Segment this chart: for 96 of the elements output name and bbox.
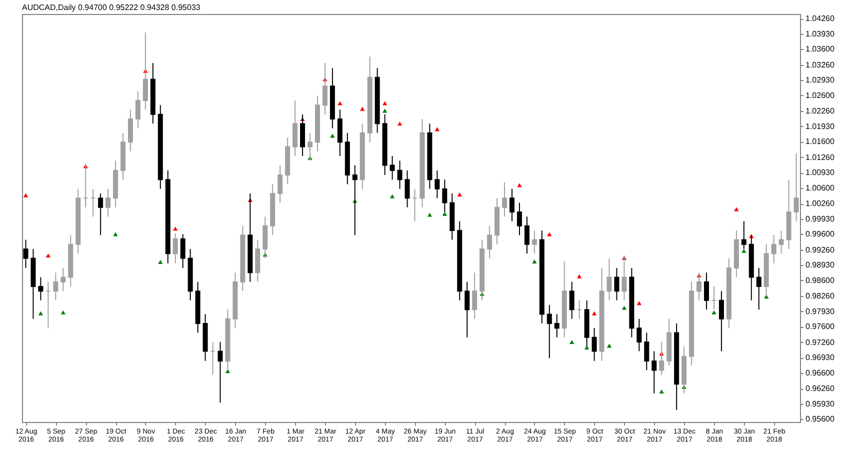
point: [338, 101, 342, 106]
candlestick: [135, 90, 140, 129]
y-tick-label: 1.00930: [806, 168, 835, 178]
point: [382, 101, 388, 106]
point: [390, 194, 395, 198]
point: [742, 248, 746, 253]
candlestick: [404, 170, 410, 208]
y-tick-label: 0.96600: [806, 368, 835, 378]
point: [158, 260, 163, 264]
candlestick: [390, 156, 395, 180]
candlestick: [636, 318, 642, 352]
candlestick: [255, 239, 260, 282]
candlestick: [472, 272, 478, 320]
point: [427, 212, 432, 217]
point: [606, 344, 612, 348]
candlestick: [53, 272, 58, 301]
candlestick: [592, 328, 597, 362]
point: [569, 340, 574, 344]
candlestick: [778, 230, 784, 254]
point: [592, 311, 597, 316]
point: [636, 301, 642, 306]
y-tick-label: 1.04260: [806, 14, 835, 24]
y-tick-label: 1.03600: [806, 44, 835, 54]
candlestick: [509, 188, 514, 222]
y-tick-label: 0.97930: [806, 306, 835, 316]
y-tick-label: 1.03930: [806, 29, 835, 38]
y-tick-label: 1.02260: [806, 106, 835, 116]
y-tick-label: 0.99600: [806, 230, 835, 239]
y-tick-label: 1.00600: [806, 183, 835, 192]
candlestick: [546, 304, 552, 359]
candlestick: [180, 234, 186, 268]
y-tick-label: 0.95930: [806, 399, 835, 408]
y-tick-label: 0.96930: [806, 353, 835, 362]
point: [659, 389, 664, 394]
candlestick: [337, 109, 342, 157]
point: [23, 193, 28, 198]
candlestick: [106, 188, 111, 218]
y-tick-label: 1.01600: [806, 137, 835, 146]
candlestick: [516, 202, 522, 236]
candlestick: [756, 267, 762, 310]
candlestick: [23, 239, 28, 268]
candlestick: [718, 290, 724, 352]
candlestick: [554, 314, 560, 338]
candlestick: [172, 232, 178, 264]
candlestick: [644, 332, 650, 371]
point: [397, 122, 402, 126]
point: [173, 226, 178, 231]
candlestick: [397, 160, 402, 190]
candlestick: [652, 350, 657, 394]
candlestick: [218, 341, 223, 404]
point: [60, 310, 66, 314]
point: [712, 310, 716, 314]
point: [330, 134, 335, 138]
y-tick-label: 0.99260: [806, 245, 835, 254]
point: [517, 183, 522, 188]
y-tick-label: 0.98600: [806, 276, 835, 285]
candlestick: [614, 267, 620, 301]
point: [622, 306, 627, 310]
y-tick-label: 1.03260: [806, 60, 835, 70]
candlestick: [464, 281, 470, 338]
candlestick: [532, 230, 537, 254]
candlestick: [771, 234, 776, 264]
y-tick-label: 0.96260: [806, 384, 835, 394]
point: [457, 192, 462, 196]
candlestick: [434, 170, 440, 199]
y-tick-label: 0.99930: [806, 214, 835, 224]
y-tick-label: 1.01930: [806, 122, 835, 131]
candlestick: [38, 276, 44, 301]
y-tick-label: 0.97600: [806, 322, 835, 332]
candlestick: [524, 216, 530, 254]
y-tick-label: 1.00260: [806, 199, 835, 208]
candlestick: [704, 272, 709, 310]
point: [360, 106, 365, 111]
candlestick: [487, 225, 492, 259]
y-tick-label: 0.95600: [806, 414, 835, 424]
y-tick-label: 0.98260: [806, 292, 835, 301]
y-tick-label: 1.02930: [806, 76, 835, 85]
y-tick-label: 0.98930: [806, 260, 835, 270]
candlestick: [502, 182, 508, 218]
y-tick-label: 0.97260: [806, 338, 835, 347]
point: [532, 259, 537, 264]
candlestick: [98, 192, 104, 236]
candlestick: [60, 267, 66, 292]
candlestick: [606, 258, 612, 301]
point: [442, 212, 448, 216]
point: [576, 274, 582, 278]
y-tick-label: 1.01260: [806, 152, 835, 162]
chart-title: AUDCAD,Daily 0.94700 0.95222 0.94328 0.95033: [22, 3, 201, 12]
point: [38, 311, 44, 316]
candlestick: [292, 100, 298, 157]
point: [46, 253, 51, 258]
candlestick: [569, 281, 574, 320]
candlestick: [128, 109, 133, 152]
candlestick: [278, 164, 283, 204]
candlestick: [794, 152, 799, 222]
y-tick-label: 1.02600: [806, 90, 835, 100]
